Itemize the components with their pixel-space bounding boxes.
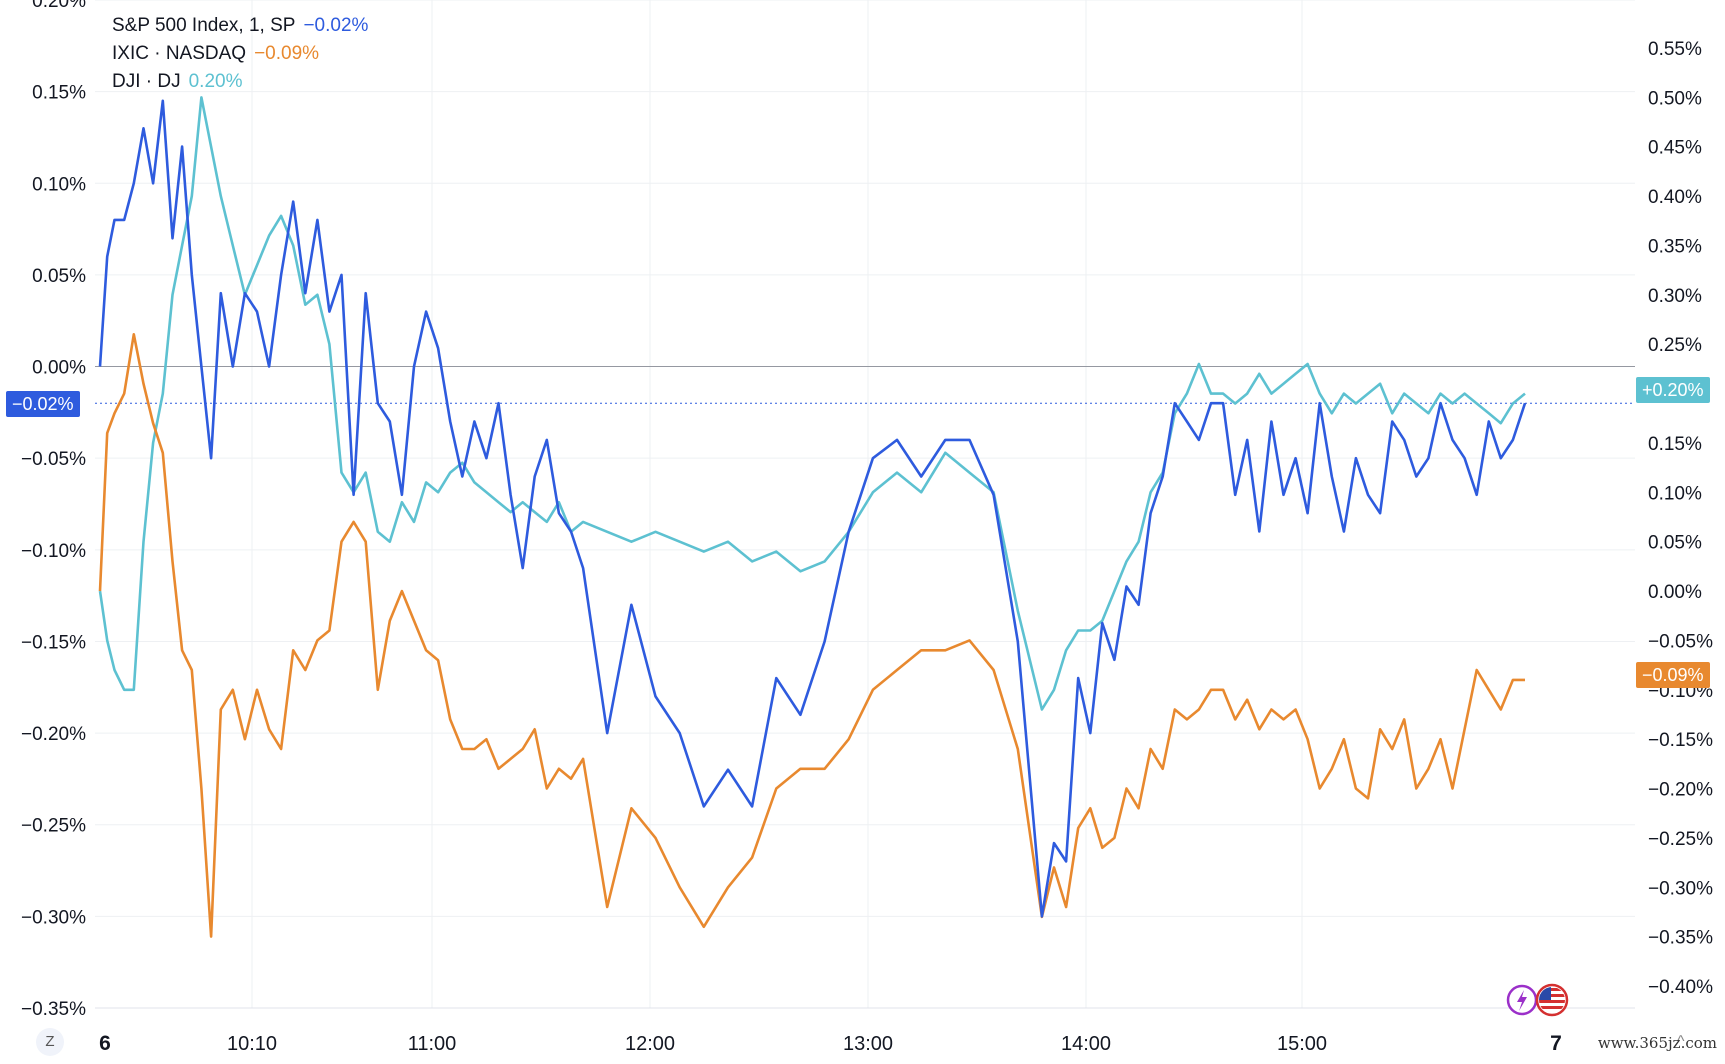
right-tick-label: 0.35%: [1648, 236, 1702, 257]
legend-row-dji[interactable]: DJI · DJ 0.20%: [112, 68, 368, 96]
left-tick-label: −0.20%: [21, 724, 86, 745]
market-icons: [1506, 983, 1569, 1017]
right-tick-label: 0.25%: [1648, 335, 1702, 356]
series-group: [98, 96, 1527, 938]
right-tick-label: −0.25%: [1648, 829, 1713, 850]
x-tick-label: 15:00: [1277, 1033, 1327, 1055]
legend: S&P 500 Index, 1, SP −0.02% IXIC · NASDAQ…: [112, 12, 368, 96]
series-line-dji: [98, 96, 1526, 711]
grid: [95, 0, 1635, 1009]
x-tick-label: 10:10: [227, 1033, 277, 1055]
watermark: www.365jz.com: [1597, 1034, 1717, 1052]
left-tick-label: −0.25%: [21, 816, 86, 837]
right-tick-label: 0.05%: [1648, 533, 1702, 554]
caret-up-icon[interactable]: ^: [1677, 1033, 1685, 1050]
x-tick-label: 11:00: [408, 1033, 457, 1055]
right-tick-label: 0.30%: [1648, 286, 1702, 307]
x-tick-label: 13:00: [843, 1033, 893, 1055]
right-tick-label: 0.40%: [1648, 187, 1702, 208]
right-tick-label: −0.30%: [1648, 878, 1713, 899]
left-tick-label: −0.30%: [21, 907, 86, 928]
left-tick-label: 0.10%: [32, 174, 86, 195]
right-tick-label: 0.45%: [1648, 138, 1702, 159]
legend-name-ixic: IXIC · NASDAQ: [112, 43, 247, 64]
legend-value-ixic: −0.09%: [254, 43, 320, 64]
series-line-sp: [98, 99, 1527, 918]
right-tick-label: 0.00%: [1648, 582, 1702, 603]
legend-row-sp[interactable]: S&P 500 Index, 1, SP −0.02%: [112, 12, 368, 40]
x-tick-label: 7: [1550, 1032, 1562, 1055]
right-tick-label: −0.40%: [1648, 977, 1713, 998]
left-tick-label: 0.15%: [32, 83, 86, 104]
legend-row-ixic[interactable]: IXIC · NASDAQ −0.09%: [112, 40, 368, 68]
left-tick-label: 0.05%: [32, 266, 86, 287]
left-tick-label: −0.05%: [21, 449, 86, 470]
badge-dji-last: +0.20%: [1636, 377, 1710, 403]
legend-name-sp: S&P 500 Index, 1, SP: [112, 15, 296, 36]
legend-value-sp: −0.02%: [303, 15, 369, 36]
right-tick-label: 0.15%: [1648, 434, 1702, 455]
x-tick-label: 12:00: [625, 1033, 675, 1055]
badge-ixic-last: −0.09%: [1636, 662, 1710, 688]
left-tick-label: −0.10%: [21, 541, 86, 562]
badge-sp-last: −0.02%: [6, 391, 80, 417]
right-tick-label: 0.55%: [1648, 39, 1702, 60]
left-tick-label: −0.35%: [21, 999, 86, 1020]
series-line-ixic: [98, 333, 1525, 938]
right-tick-label: −0.35%: [1648, 928, 1713, 949]
x-tick-label: 6: [99, 1032, 111, 1055]
legend-name-dji: DJI · DJ: [112, 71, 181, 92]
x-tick-label: 14:00: [1061, 1033, 1111, 1055]
right-tick-label: 0.10%: [1648, 483, 1702, 504]
timezone-button[interactable]: Z: [36, 1028, 64, 1056]
right-tick-label: 0.50%: [1648, 88, 1702, 109]
left-axis: 0.20% 0.15% 0.10% 0.05% 0.00% −0.05% −0.10% −0.…: [21, 0, 86, 1020]
left-tick-label: 0.00%: [32, 358, 86, 379]
legend-value-dji: 0.20%: [188, 71, 243, 92]
time-axis: 6 10:10 11:00 12:00 13:00 14:00 15:00 7: [99, 1032, 1562, 1055]
right-axis: 0.55%0.50%0.45%0.40%0.35%0.30%0.25%0.20%…: [1648, 39, 1713, 998]
left-tick-label: 0.20%: [32, 0, 86, 12]
right-tick-label: −0.20%: [1648, 780, 1713, 801]
left-tick-label: −0.15%: [21, 632, 86, 653]
right-tick-label: −0.15%: [1648, 730, 1713, 751]
right-tick-label: −0.05%: [1648, 631, 1713, 652]
